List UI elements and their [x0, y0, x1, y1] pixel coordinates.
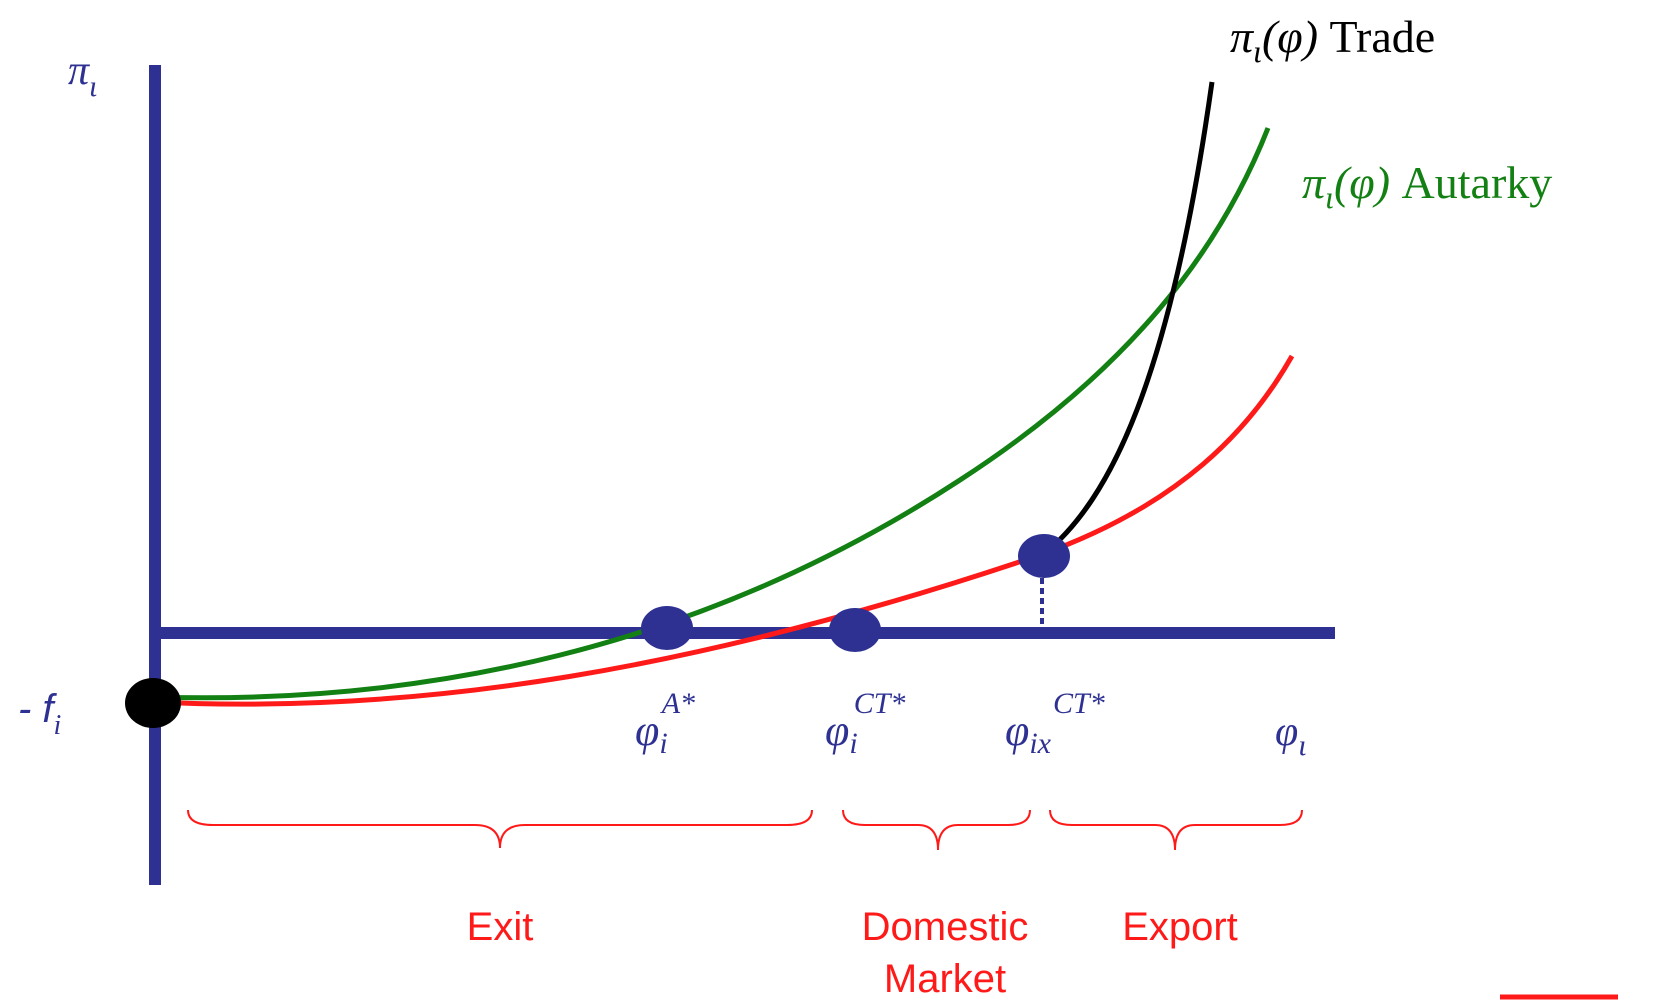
exit-brace — [187, 809, 813, 849]
domestic-cutoff-point — [829, 608, 881, 652]
trade-curve-label: πι(φ) Trade — [1230, 11, 1435, 69]
x-axis-label: φι — [1275, 709, 1307, 762]
intercept-point — [125, 678, 181, 728]
autarky-cutoff-point — [641, 606, 693, 650]
fixed-cost-label: - fi — [18, 687, 61, 741]
autarky-profit-curve — [154, 127, 1271, 701]
export-cutoff-point — [1018, 534, 1070, 578]
export-region-label: Export — [1122, 905, 1238, 949]
y-axis-label: πι — [68, 48, 97, 103]
export-cutoff-label: φixCT* — [1005, 687, 1105, 760]
domestic-market-region-label-line2: Market — [884, 957, 1006, 1000]
domestic-market-brace — [842, 809, 1031, 851]
export-brace — [1049, 809, 1303, 851]
autarky-cutoff-label: φiA* — [635, 687, 695, 760]
domestic-cutoff-label: φiCT* — [825, 687, 905, 760]
exit-region-label: Exit — [467, 905, 534, 949]
trade-profit-curve — [1043, 81, 1215, 555]
autarky-curve-label: πι(φ) Autarky — [1302, 157, 1552, 215]
domestic-profit-curve — [154, 354, 1295, 707]
domestic-market-region-label-line1: Domestic — [862, 905, 1029, 949]
